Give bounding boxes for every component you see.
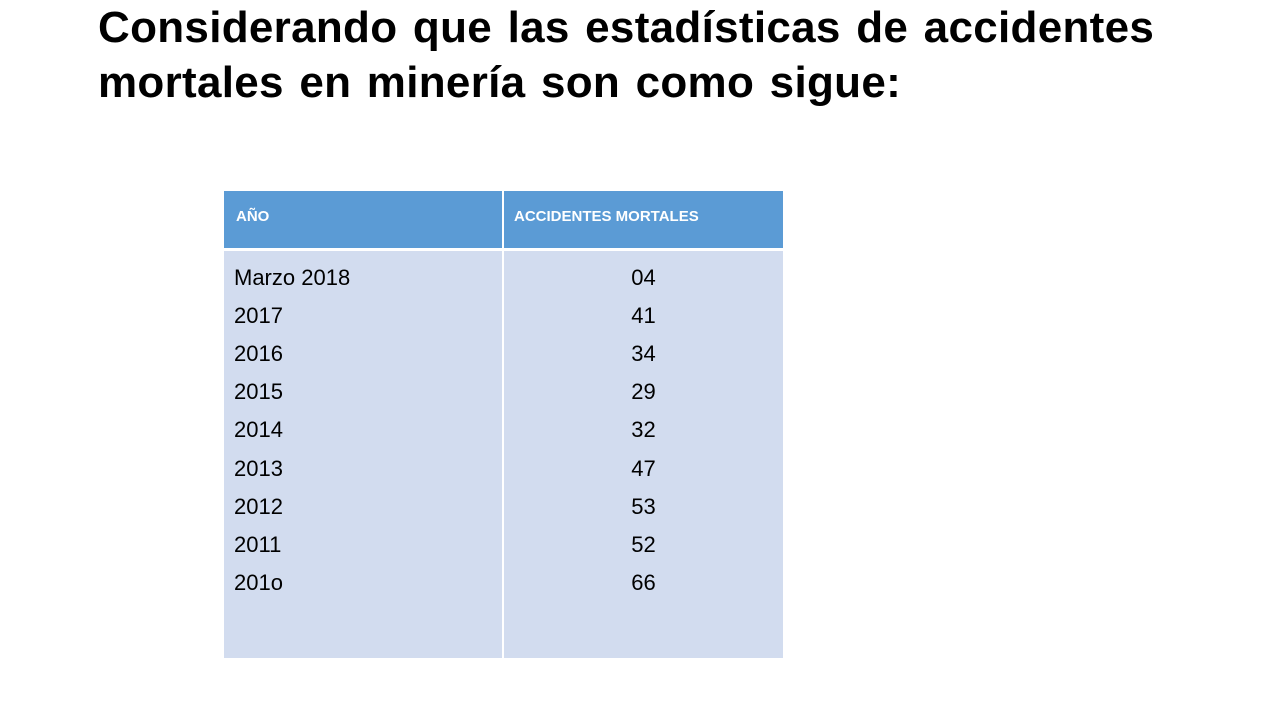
year-value: 201o [234, 570, 283, 596]
table-header-row: AÑO ACCIDENTES MORTALES [224, 191, 783, 251]
accidents-value: 47 [631, 455, 656, 481]
column-header-year: AÑO [224, 191, 504, 251]
accidents-value: 66 [631, 570, 656, 596]
accidents-cell: 04 41 34 29 32 47 53 52 66 [503, 249, 783, 658]
year-value: 2012 [234, 493, 283, 519]
year-value: 2017 [234, 302, 283, 328]
slide-title: Considerando que las estadísticas de acc… [98, 3, 1155, 107]
year-value: 2014 [234, 417, 283, 443]
year-cell: Marzo 2018 2017 2016 2015 2014 2013 2012… [224, 249, 504, 658]
year-value: Marzo 2018 [234, 264, 351, 290]
table-row: Marzo 2018 2017 2016 2015 2014 2013 2012… [224, 249, 783, 658]
accidents-value: 29 [631, 379, 656, 405]
year-value: 2013 [234, 455, 283, 481]
year-value: 2015 [234, 379, 283, 405]
accidents-value: 53 [631, 493, 656, 519]
accidents-value: 32 [631, 417, 656, 443]
accidents-value: 52 [631, 531, 656, 557]
accidents-value: 04 [631, 264, 656, 290]
year-value: 2016 [234, 340, 283, 366]
year-value: 2011 [234, 531, 282, 557]
accidents-value: 41 [631, 302, 656, 328]
accidents-table: AÑO ACCIDENTES MORTALES Marzo 2018 2017 … [224, 191, 783, 658]
accidents-value: 34 [631, 340, 656, 366]
column-header-accidents: ACCIDENTES MORTALES [503, 191, 783, 251]
